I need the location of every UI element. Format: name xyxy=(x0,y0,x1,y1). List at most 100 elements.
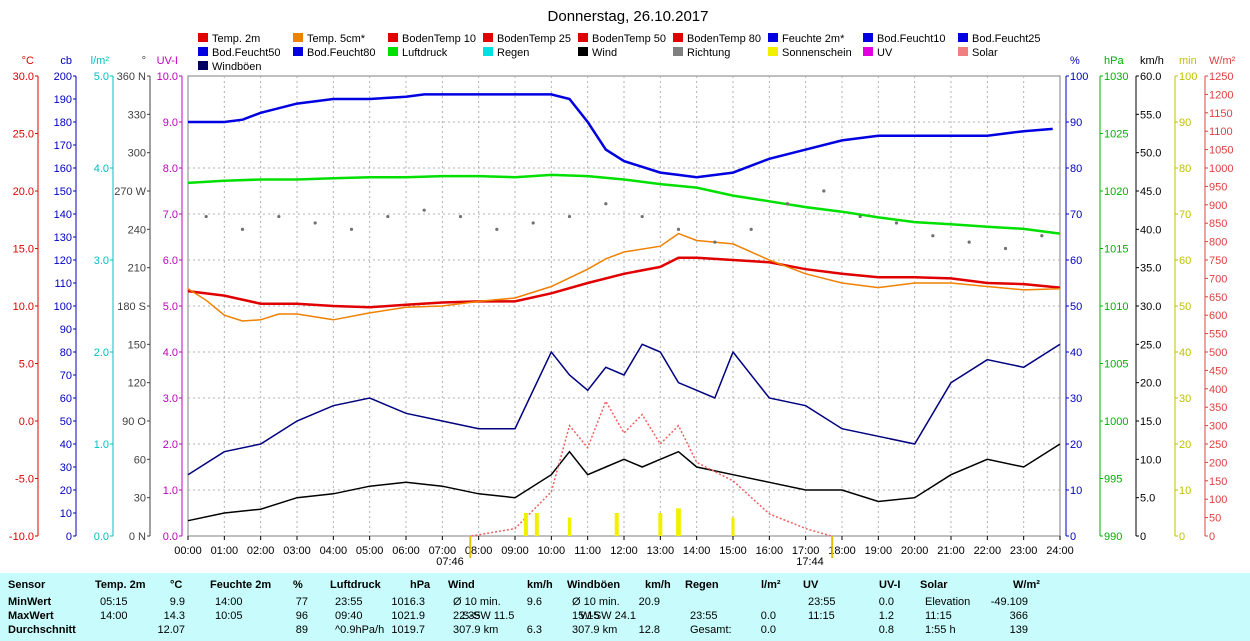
legend-swatch xyxy=(293,33,303,42)
series-line-temp-5cm xyxy=(187,232,1061,322)
right-axis-tick-label: 45.0 xyxy=(1140,186,1161,198)
right-axis-tick-label: 650 xyxy=(1209,292,1227,304)
table-cell: 0.0 xyxy=(760,610,776,622)
direction-point xyxy=(349,227,354,231)
right-axis-tick-label: 0 xyxy=(1070,531,1076,543)
legend-label: Temp. 5cm* xyxy=(307,33,366,45)
right-axis-tick-label: 700 xyxy=(1209,273,1227,285)
legend-swatch xyxy=(198,61,208,70)
table-header: Wind xyxy=(448,579,475,591)
x-tick-label: 00:00 xyxy=(174,545,202,557)
table-cell: 09:40 xyxy=(335,610,363,622)
legend-swatch xyxy=(673,47,683,56)
legend-swatch xyxy=(958,33,968,42)
left-axis-tick-label: 180 S xyxy=(117,301,146,313)
x-tick-label: 11:00 xyxy=(574,545,601,557)
right-axis-tick-label: 1030 xyxy=(1104,71,1128,83)
legend-swatch xyxy=(483,47,493,56)
left-axis-tick-label: 360 N xyxy=(117,71,146,83)
legend: Temp. 2m Temp. 5cm* BodenTemp 10 BodenTemp … xyxy=(198,33,1041,73)
table-row-label: Durchschnitt xyxy=(8,624,76,636)
x-tick-label: 08:00 xyxy=(465,545,493,557)
right-axis-tick-label: 70 xyxy=(1070,209,1082,221)
series-line-windb-en xyxy=(187,343,1061,476)
table-cell: 0.0 xyxy=(878,596,894,608)
x-tick-label: 19:00 xyxy=(865,545,893,557)
table-header: Solar xyxy=(920,579,948,591)
right-axis-tick-label: 500 xyxy=(1209,347,1227,359)
left-axis-tick-label: 3.0 xyxy=(163,393,178,405)
x-tick-label: 15:00 xyxy=(719,545,747,557)
table-cell: Ø 10 min. xyxy=(572,596,620,608)
legend-label: Richtung xyxy=(687,47,730,59)
left-axis-tick-label: 80 xyxy=(60,347,72,359)
right-axis-tick-label: 350 xyxy=(1209,402,1227,414)
x-tick-label: 02:00 xyxy=(247,545,275,557)
table-cell: 366 xyxy=(1009,610,1028,622)
right-axis-tick-label: 400 xyxy=(1209,384,1227,396)
legend-label: Temp. 2m xyxy=(212,33,260,45)
sunshine-bar xyxy=(676,508,681,536)
legend-label: BodenTemp 80 xyxy=(687,33,761,45)
right-axis-tick-label: 900 xyxy=(1209,200,1227,212)
table-cell: 1016.3 xyxy=(391,596,425,608)
direction-point xyxy=(676,227,681,231)
right-axis-tick-label: 600 xyxy=(1209,310,1227,322)
direction-point xyxy=(567,214,572,219)
x-tick-label: 10:00 xyxy=(538,545,566,557)
legend-swatch xyxy=(483,33,493,42)
x-tick-label: 21:00 xyxy=(937,545,965,557)
direction-point xyxy=(1040,234,1044,238)
left-axis-tick-label: 10 xyxy=(60,508,72,520)
left-axis-unit: UV-I xyxy=(157,55,178,67)
series-line-feuchte-2m xyxy=(188,93,1053,179)
right-axis-tick-label: 1025 xyxy=(1104,129,1128,141)
table-cell: Ø 10 min. xyxy=(453,596,501,608)
left-axis-tick-label: 240 xyxy=(128,224,146,236)
direction-point xyxy=(858,214,862,219)
table-cell: 10:05 xyxy=(215,610,243,622)
left-axis-tick-label: 20 xyxy=(60,485,72,497)
right-axis-tick-label: 50 xyxy=(1209,513,1221,525)
right-axis-tick-label: 550 xyxy=(1209,329,1227,341)
left-axis-tick-label: 0.0 xyxy=(94,531,109,543)
right-axis-tick-label: 5.0 xyxy=(1140,493,1155,505)
right-axis-tick-label: 55.0 xyxy=(1140,109,1161,121)
right-axis-unit: hPa xyxy=(1104,55,1124,67)
left-axis-tick-label: 0.0 xyxy=(163,531,178,543)
right-axis-tick-label: 1000 xyxy=(1209,163,1233,175)
left-axis-tick-label: 30 xyxy=(134,493,146,505)
right-axis-tick-label: 1020 xyxy=(1104,186,1128,198)
left-axis-tick-label: 4.0 xyxy=(94,163,109,175)
left-axis-tick-label: 0.0 xyxy=(19,416,34,428)
right-axis-tick-label: 1250 xyxy=(1209,71,1233,83)
legend-label: Bod.Feucht25 xyxy=(972,33,1041,45)
right-axis-tick-label: 990 xyxy=(1104,531,1122,543)
table-cell: 11:15 xyxy=(925,610,952,622)
sunshine-bar xyxy=(534,513,539,536)
legend-label: Feuchte 2m* xyxy=(782,33,845,45)
direction-point xyxy=(1003,246,1008,251)
left-axis-tick-label: 330 xyxy=(128,109,146,121)
left-axis-tick-label: 50 xyxy=(60,416,72,428)
legend-label: Bod.Feucht10 xyxy=(877,33,946,45)
table-header-unit: % xyxy=(293,579,303,591)
left-axis-tick-label: 190 xyxy=(54,94,72,106)
table-cell: 20.9 xyxy=(638,596,660,608)
table-header-unit: W/m² xyxy=(1013,579,1040,591)
legend-label: Bod.Feucht80 xyxy=(307,47,376,59)
x-axis: 00:00 01:00 02:00 03:00 04:00 05:00 06:00 07:00… xyxy=(174,536,1074,557)
right-axis-tick-label: 10.0 xyxy=(1140,454,1161,466)
right-axis-tick-label: 40 xyxy=(1179,347,1191,359)
table-header-unit: °C xyxy=(170,579,183,591)
left-axis-tick-label: 120 xyxy=(128,378,146,390)
sunrise-label: 07:46 xyxy=(436,556,464,568)
right-axis-unit: % xyxy=(1070,55,1080,67)
legend-label: Bod.Feucht50 xyxy=(212,47,281,59)
legend-swatch xyxy=(768,33,778,42)
left-axis-unit: l/m² xyxy=(91,55,110,67)
table-row-label: MaxWert xyxy=(8,610,54,622)
left-axis-tick-label: 0 xyxy=(66,531,72,543)
table-cell: 0.8 xyxy=(878,624,894,636)
right-axis-tick-label: 1010 xyxy=(1104,301,1128,313)
